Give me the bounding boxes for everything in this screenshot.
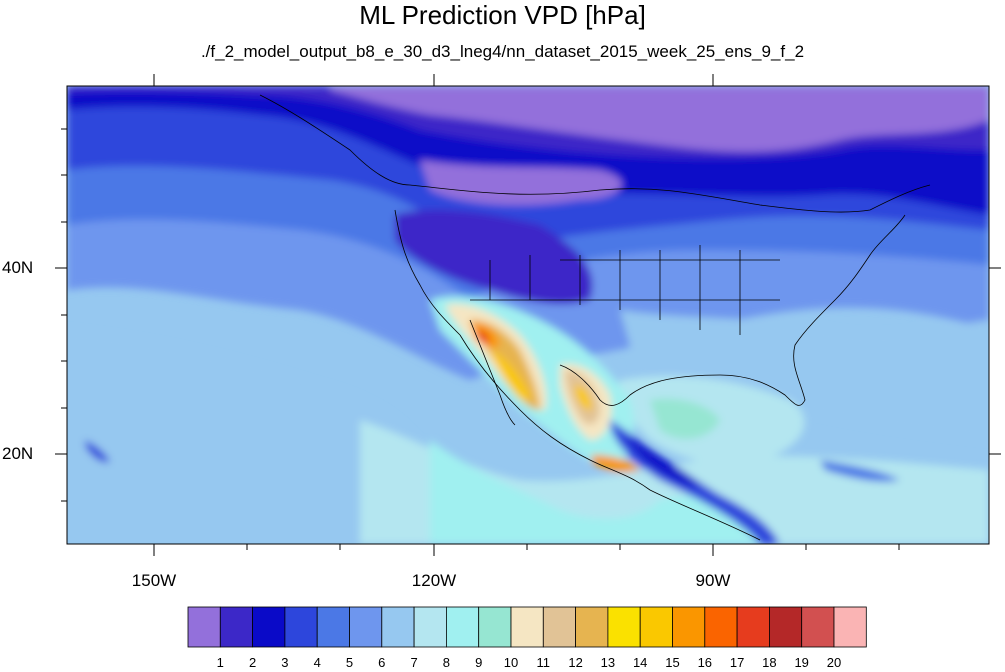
colorbar-box	[704, 606, 738, 648]
colorbar-label: 20	[826, 655, 842, 670]
colorbar	[187, 606, 867, 648]
axis-ticks	[55, 74, 1001, 556]
colorbar-label: 4	[313, 655, 321, 670]
colorbar-label: 5	[345, 655, 354, 670]
lat-label-20n: 20N	[2, 444, 34, 463]
colorbar-label: 17	[729, 655, 745, 670]
colorbar-label: 3	[281, 655, 289, 670]
colorbar-label: 13	[600, 655, 616, 670]
colorbar-box	[284, 606, 318, 648]
colorbar-label: 9	[475, 655, 483, 670]
coastlines	[259, 94, 931, 541]
colorbar-box	[769, 606, 803, 648]
colorbar-label: 14	[632, 655, 648, 670]
colorbar-box	[639, 606, 673, 648]
colorbar-box	[316, 606, 350, 648]
colorbar-box	[833, 606, 867, 648]
colorbar-box	[607, 606, 641, 648]
colorbar-label: 18	[762, 655, 777, 670]
colorbar-box	[413, 606, 447, 648]
colorbar-label: 1	[216, 655, 224, 670]
colorbar-label: 7	[410, 655, 418, 670]
colorbar-label: 12	[568, 655, 583, 670]
colorbar-box	[542, 606, 576, 648]
colorbar-box	[672, 606, 706, 648]
map-title: ML Prediction VPD [hPa]	[359, 0, 646, 30]
colorbar-label: 15	[665, 655, 680, 670]
colorbar-label: 16	[697, 655, 713, 670]
colorbar-box	[478, 606, 512, 648]
colorbar-box	[575, 606, 609, 648]
colorbar-box	[736, 606, 770, 648]
colorbar-box	[801, 606, 835, 648]
colorbar-label: 19	[794, 655, 809, 670]
colorbar-box	[510, 606, 544, 648]
colorbar-label: 11	[536, 655, 551, 670]
colorbar-label: 8	[442, 655, 450, 670]
colorbar-box	[381, 606, 415, 648]
lat-label-40n: 40N	[2, 258, 34, 277]
colorbar-label: 2	[248, 655, 257, 670]
colorbar-box	[252, 606, 286, 648]
colorbar-box	[219, 606, 254, 648]
colorbar-label: 6	[378, 655, 386, 670]
lon-label-90w: 90W	[695, 571, 731, 590]
lon-label-120w: 120W	[411, 571, 457, 590]
map-subtitle: ./f_2_model_output_b8_e_30_d3_lneg4/nn_d…	[200, 42, 805, 61]
colorbar-label: 10	[503, 655, 519, 670]
lon-label-150w: 150W	[131, 571, 177, 590]
colorbar-box	[445, 606, 480, 648]
colorbar-box	[349, 606, 383, 648]
colorbar-box	[187, 606, 221, 648]
vpd-field	[67, 86, 989, 544]
